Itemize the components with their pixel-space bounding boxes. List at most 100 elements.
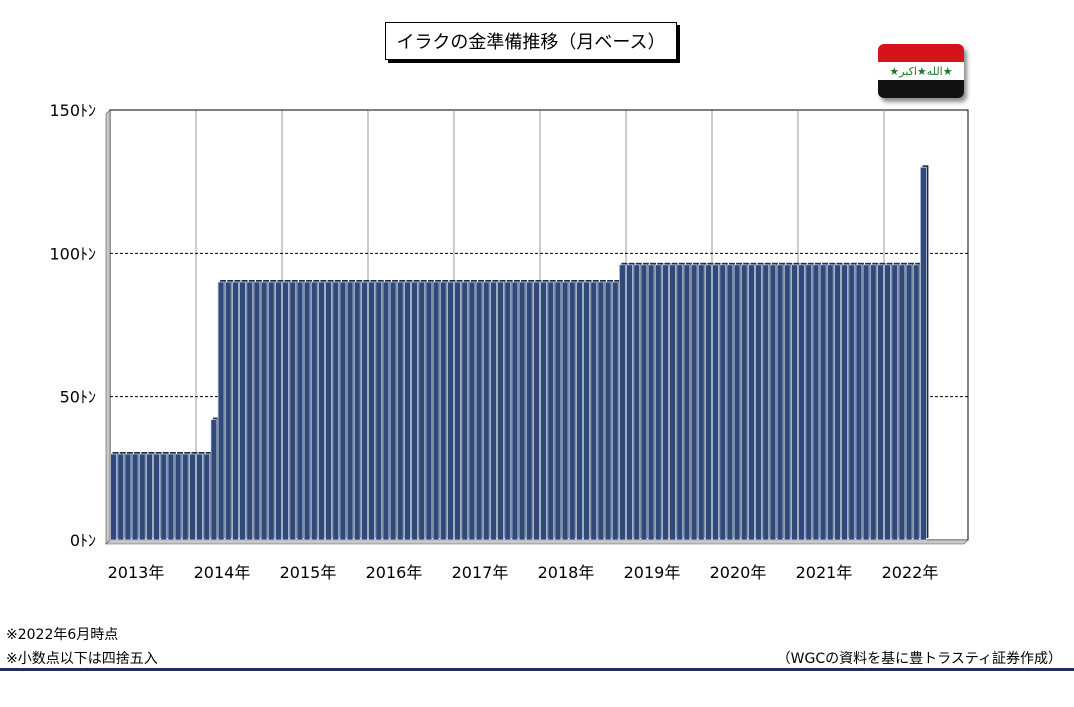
bar bbox=[583, 281, 590, 541]
bar bbox=[561, 281, 569, 541]
bar bbox=[726, 264, 734, 541]
bar bbox=[705, 264, 712, 541]
plot-side-wall bbox=[105, 109, 111, 545]
bar bbox=[153, 453, 160, 541]
bar bbox=[762, 264, 770, 541]
x-tick-label: 2016年 bbox=[366, 563, 423, 582]
bar bbox=[891, 264, 899, 541]
bar bbox=[239, 281, 246, 541]
bar bbox=[540, 281, 547, 541]
y-tick-label: 150ﾄﾝ bbox=[49, 101, 96, 120]
bar bbox=[497, 281, 504, 541]
bar bbox=[905, 264, 913, 541]
bar bbox=[740, 264, 748, 541]
bar bbox=[418, 281, 426, 541]
bar bbox=[131, 453, 139, 541]
bar bbox=[576, 281, 583, 541]
bar bbox=[633, 264, 641, 541]
source-credit: （WGCの資料を基に豊トラスティ証券作成） bbox=[776, 651, 1062, 667]
bar bbox=[662, 264, 669, 541]
bar bbox=[475, 281, 483, 541]
bar bbox=[848, 264, 856, 541]
flag-white-band: ★الله★اكبر★ bbox=[878, 62, 964, 80]
x-tick-label: 2022年 bbox=[882, 563, 939, 582]
bar bbox=[518, 281, 526, 541]
bar bbox=[124, 453, 132, 541]
bar bbox=[296, 281, 304, 541]
bar bbox=[318, 281, 325, 541]
bar bbox=[554, 281, 562, 541]
bar bbox=[640, 264, 648, 541]
bar bbox=[425, 281, 433, 541]
x-tick-label: 2020年 bbox=[710, 563, 767, 582]
bar bbox=[683, 264, 691, 541]
bar bbox=[626, 264, 633, 541]
bar bbox=[167, 453, 175, 541]
bar bbox=[798, 264, 805, 541]
bar bbox=[819, 264, 827, 541]
flag-black-band bbox=[878, 80, 964, 98]
bar bbox=[447, 281, 454, 541]
bar bbox=[310, 281, 318, 541]
chart-title: イラクの金準備推移（月ベース） bbox=[396, 32, 666, 53]
bar bbox=[210, 419, 218, 541]
y-tick-label: 50ﾄﾝ bbox=[60, 388, 96, 407]
bar bbox=[611, 281, 619, 541]
bar bbox=[275, 281, 282, 541]
bar bbox=[174, 453, 182, 541]
bar bbox=[733, 264, 741, 541]
x-tick-label: 2018年 bbox=[538, 563, 595, 582]
plot-floor bbox=[105, 539, 969, 545]
bar bbox=[181, 453, 189, 541]
bar bbox=[110, 453, 117, 541]
bar bbox=[805, 264, 813, 541]
bar bbox=[232, 281, 239, 541]
bar bbox=[368, 281, 375, 541]
bar bbox=[841, 264, 848, 541]
y-tick-label: 100ﾄﾝ bbox=[49, 244, 96, 263]
bar bbox=[719, 264, 727, 541]
bar bbox=[361, 281, 368, 541]
bar bbox=[920, 166, 927, 541]
x-tick-label: 2015年 bbox=[280, 563, 337, 582]
x-tick-label: 2017年 bbox=[452, 563, 509, 582]
bar bbox=[303, 281, 311, 541]
flag-red-band bbox=[878, 44, 964, 62]
bar bbox=[697, 264, 705, 541]
bar bbox=[812, 264, 820, 541]
bar bbox=[690, 264, 698, 541]
bar bbox=[346, 281, 354, 541]
bar bbox=[676, 264, 684, 541]
bar bbox=[755, 264, 762, 541]
bar bbox=[525, 281, 533, 541]
bar bbox=[791, 264, 798, 541]
bar bbox=[547, 281, 555, 541]
bar bbox=[404, 281, 411, 541]
bar bbox=[834, 264, 841, 541]
bar bbox=[869, 264, 877, 541]
bar bbox=[253, 281, 261, 541]
x-tick-label: 2013年 bbox=[108, 563, 165, 582]
bar bbox=[432, 281, 440, 541]
bar bbox=[382, 281, 390, 541]
bottom-rule bbox=[0, 668, 1074, 671]
iraq-flag-icon: ★الله★اكبر★ bbox=[878, 44, 964, 98]
bar bbox=[533, 281, 540, 541]
bar bbox=[246, 281, 254, 541]
flag-script: ★الله★اكبر★ bbox=[889, 64, 953, 78]
note-rounding: ※小数点以下は四捨五入 bbox=[6, 651, 158, 667]
bar bbox=[353, 281, 361, 541]
bar bbox=[826, 264, 834, 541]
bar bbox=[590, 281, 598, 541]
bar bbox=[267, 281, 275, 541]
bar bbox=[783, 264, 791, 541]
bar bbox=[511, 281, 519, 541]
bar bbox=[260, 281, 268, 541]
bar bbox=[189, 453, 196, 541]
bar bbox=[482, 281, 490, 541]
note-date: ※2022年6月時点 bbox=[6, 627, 119, 643]
bar bbox=[568, 281, 576, 541]
bar bbox=[411, 281, 418, 541]
bar bbox=[196, 453, 203, 541]
bar bbox=[224, 281, 232, 541]
